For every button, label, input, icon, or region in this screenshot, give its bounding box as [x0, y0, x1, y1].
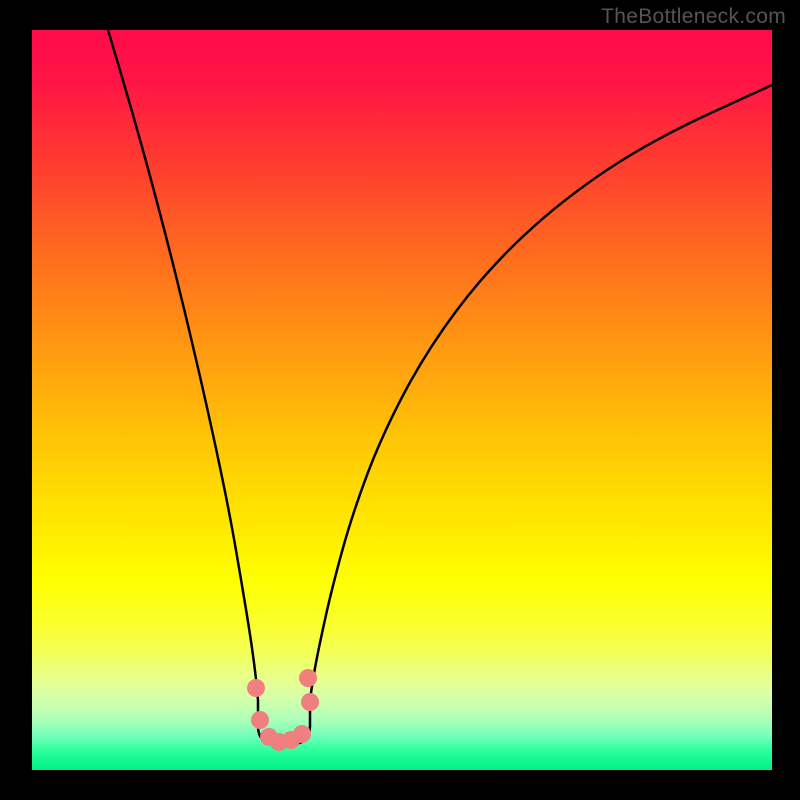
chart-container: TheBottleneck.com: [0, 0, 800, 800]
plot-area: [32, 30, 772, 770]
gradient-background: [32, 30, 772, 770]
watermark-text: TheBottleneck.com: [601, 5, 786, 29]
